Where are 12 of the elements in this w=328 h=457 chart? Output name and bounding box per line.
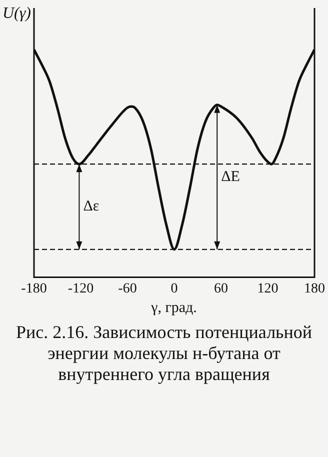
x-tick-label: 60 — [214, 281, 228, 296]
x-tick-label: -180 — [21, 281, 47, 296]
x-tick-label: -60 — [118, 281, 137, 296]
x-tick-label: 180 — [304, 281, 325, 296]
x-axis-title: γ, град. — [150, 300, 198, 318]
annotation: ΔE — [221, 169, 240, 186]
x-tick-label: -120 — [68, 281, 94, 296]
x-tick-label: 120 — [257, 281, 278, 296]
y-axis-title: U(γ) — [2, 5, 31, 22]
annotation: Δε — [83, 198, 100, 215]
text: Рис. 2.16. Зависимость потенциальной энергии молекулы н-бутана от внутреннего угла вращения — [14, 322, 314, 385]
x-tick-label: 0 — [170, 281, 178, 296]
